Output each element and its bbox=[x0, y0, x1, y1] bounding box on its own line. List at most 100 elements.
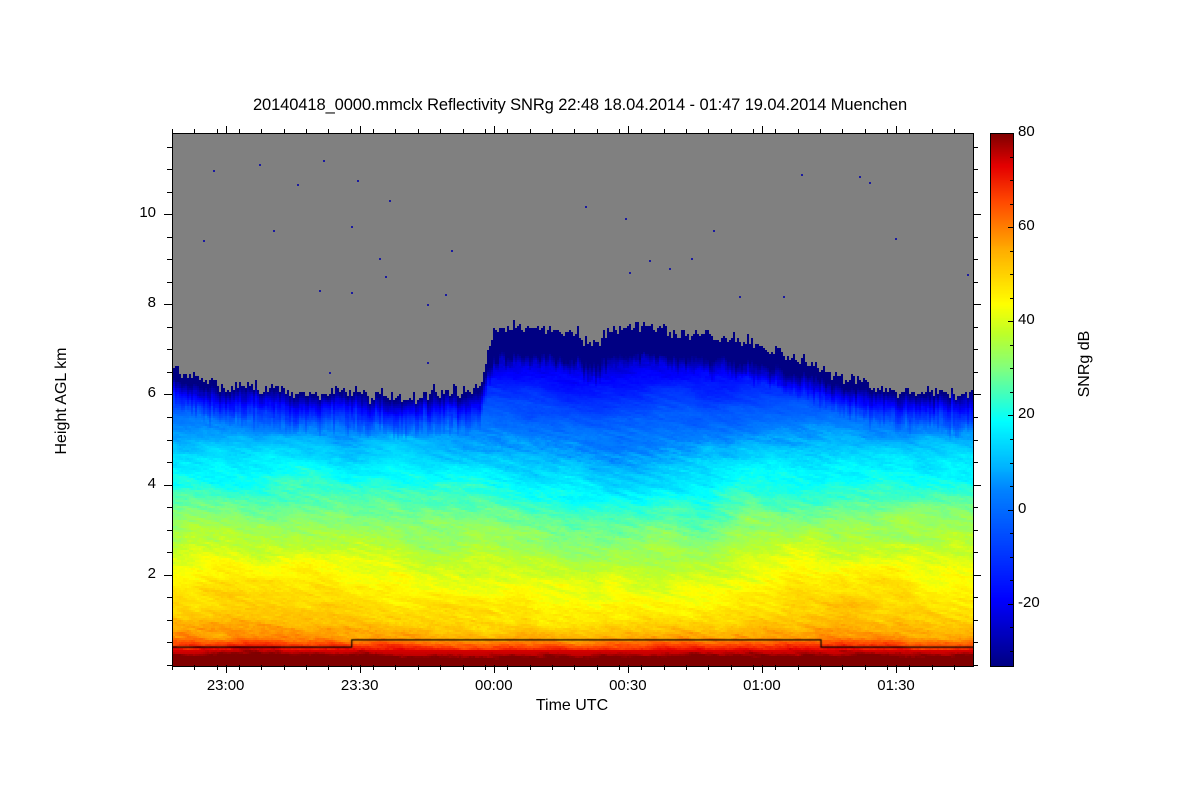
y-tick-major bbox=[164, 484, 172, 486]
x-tick-label: 23:00 bbox=[206, 677, 245, 694]
colorbar-tick-minor bbox=[1010, 556, 1013, 558]
x-tick-major bbox=[225, 665, 227, 673]
x-tick-label: 01:00 bbox=[743, 677, 781, 694]
y-tick-minor bbox=[167, 597, 172, 599]
x-tick-minor bbox=[194, 665, 196, 670]
x-tick-minor-top bbox=[529, 129, 531, 134]
x-tick-minor bbox=[618, 665, 620, 670]
x-tick-minor-top bbox=[350, 129, 352, 134]
x-tick-major-top bbox=[359, 126, 361, 134]
colorbar-tick bbox=[1008, 321, 1013, 323]
x-tick-minor-top bbox=[283, 129, 285, 134]
y-tick-minor bbox=[167, 326, 172, 328]
colorbar-gradient bbox=[991, 134, 1013, 666]
x-tick-label: 00:30 bbox=[609, 677, 647, 694]
y-tick-minor bbox=[167, 642, 172, 644]
x-tick-minor-top bbox=[730, 129, 732, 134]
colorbar-tick-label: -20 bbox=[1018, 593, 1040, 611]
x-tick-minor bbox=[931, 665, 933, 670]
x-tick-minor-top bbox=[618, 129, 620, 134]
x-tick-minor-top bbox=[216, 129, 218, 134]
y-tick-major bbox=[164, 574, 172, 576]
x-tick-minor bbox=[395, 665, 397, 670]
colorbar-tick-minor bbox=[1010, 650, 1013, 652]
y-tick-minor-right bbox=[973, 597, 978, 599]
x-tick-minor-top bbox=[172, 129, 173, 134]
y-tick-minor bbox=[167, 281, 172, 283]
colorbar-tick-minor bbox=[1010, 533, 1013, 535]
colorbar-tick bbox=[1008, 227, 1013, 229]
colorbar-tick bbox=[1008, 415, 1013, 417]
x-tick-major-top bbox=[627, 126, 629, 134]
x-tick-major bbox=[896, 665, 898, 673]
x-tick-minor-top bbox=[440, 129, 442, 134]
x-tick-minor-top bbox=[685, 129, 687, 134]
x-tick-minor-top bbox=[931, 129, 933, 134]
x-tick-minor-top bbox=[753, 129, 754, 134]
x-tick-minor bbox=[574, 665, 576, 670]
y-tick-minor-right bbox=[973, 665, 978, 666]
x-tick-minor bbox=[529, 665, 531, 670]
y-tick-minor bbox=[167, 552, 172, 554]
colorbar-tick-minor bbox=[1010, 486, 1013, 488]
colorbar-tick-label: 80 bbox=[1018, 123, 1035, 140]
x-tick-minor-top bbox=[574, 129, 576, 134]
y-tick-minor bbox=[167, 259, 172, 261]
y-tick-minor-right bbox=[973, 281, 978, 283]
y-tick-minor-right bbox=[973, 529, 978, 531]
y-tick-minor-right bbox=[973, 439, 978, 441]
y-tick-label: 10 bbox=[139, 204, 156, 222]
x-tick-minor bbox=[730, 665, 732, 670]
x-tick-minor bbox=[373, 665, 375, 670]
y-tick-minor-right bbox=[973, 259, 978, 261]
x-tick-minor bbox=[596, 665, 598, 670]
x-tick-minor bbox=[551, 665, 553, 670]
colorbar-tick-minor bbox=[1010, 203, 1013, 205]
y-tick-minor bbox=[167, 462, 172, 464]
y-tick-minor bbox=[167, 169, 172, 171]
x-tick-minor-top bbox=[775, 129, 777, 134]
colorbar-tick-minor bbox=[1010, 391, 1013, 393]
x-tick-major bbox=[761, 665, 763, 673]
y-tick-minor-right bbox=[973, 191, 978, 193]
colorbar-tick bbox=[1008, 509, 1013, 511]
x-tick-minor-top bbox=[864, 129, 866, 134]
plot-area[interactable] bbox=[172, 133, 974, 667]
x-tick-minor bbox=[708, 665, 710, 670]
colorbar-tick-minor bbox=[1010, 580, 1013, 582]
y-tick-minor bbox=[167, 507, 172, 509]
y-tick-minor-right bbox=[973, 417, 978, 419]
y-tick-minor bbox=[167, 439, 172, 441]
y-tick-minor-right bbox=[973, 236, 978, 238]
y-tick-minor bbox=[167, 619, 172, 621]
colorbar-tick-minor bbox=[1010, 250, 1013, 252]
y-tick-minor bbox=[167, 417, 172, 419]
colorbar-tick-minor bbox=[1010, 156, 1013, 158]
y-tick-minor-right bbox=[973, 326, 978, 328]
x-tick-minor bbox=[216, 665, 218, 670]
x-tick-minor bbox=[350, 665, 352, 670]
colorbar-label: SNRg dB bbox=[1076, 330, 1093, 398]
y-tick-minor-right bbox=[973, 371, 978, 373]
y-tick-major-right bbox=[973, 574, 981, 576]
x-tick-label: 00:00 bbox=[475, 677, 513, 694]
colorbar[interactable] bbox=[990, 133, 1014, 667]
x-tick-major bbox=[493, 665, 495, 673]
y-tick-major-right bbox=[973, 304, 981, 306]
y-tick-minor bbox=[167, 665, 172, 666]
x-tick-minor bbox=[462, 665, 464, 670]
x-tick-minor-top bbox=[328, 129, 330, 134]
x-tick-minor bbox=[641, 665, 643, 670]
y-tick-major-right bbox=[973, 394, 981, 396]
x-tick-minor-top bbox=[261, 129, 263, 134]
x-tick-minor bbox=[239, 665, 241, 670]
y-tick-minor-right bbox=[973, 552, 978, 554]
x-tick-minor bbox=[663, 665, 665, 670]
x-tick-minor-top bbox=[551, 129, 553, 134]
x-tick-minor bbox=[507, 665, 509, 670]
colorbar-tick-label: 60 bbox=[1018, 217, 1035, 235]
colorbar-tick-minor bbox=[1010, 439, 1013, 441]
x-tick-minor-top bbox=[417, 129, 419, 134]
x-tick-minor-top bbox=[797, 129, 799, 134]
